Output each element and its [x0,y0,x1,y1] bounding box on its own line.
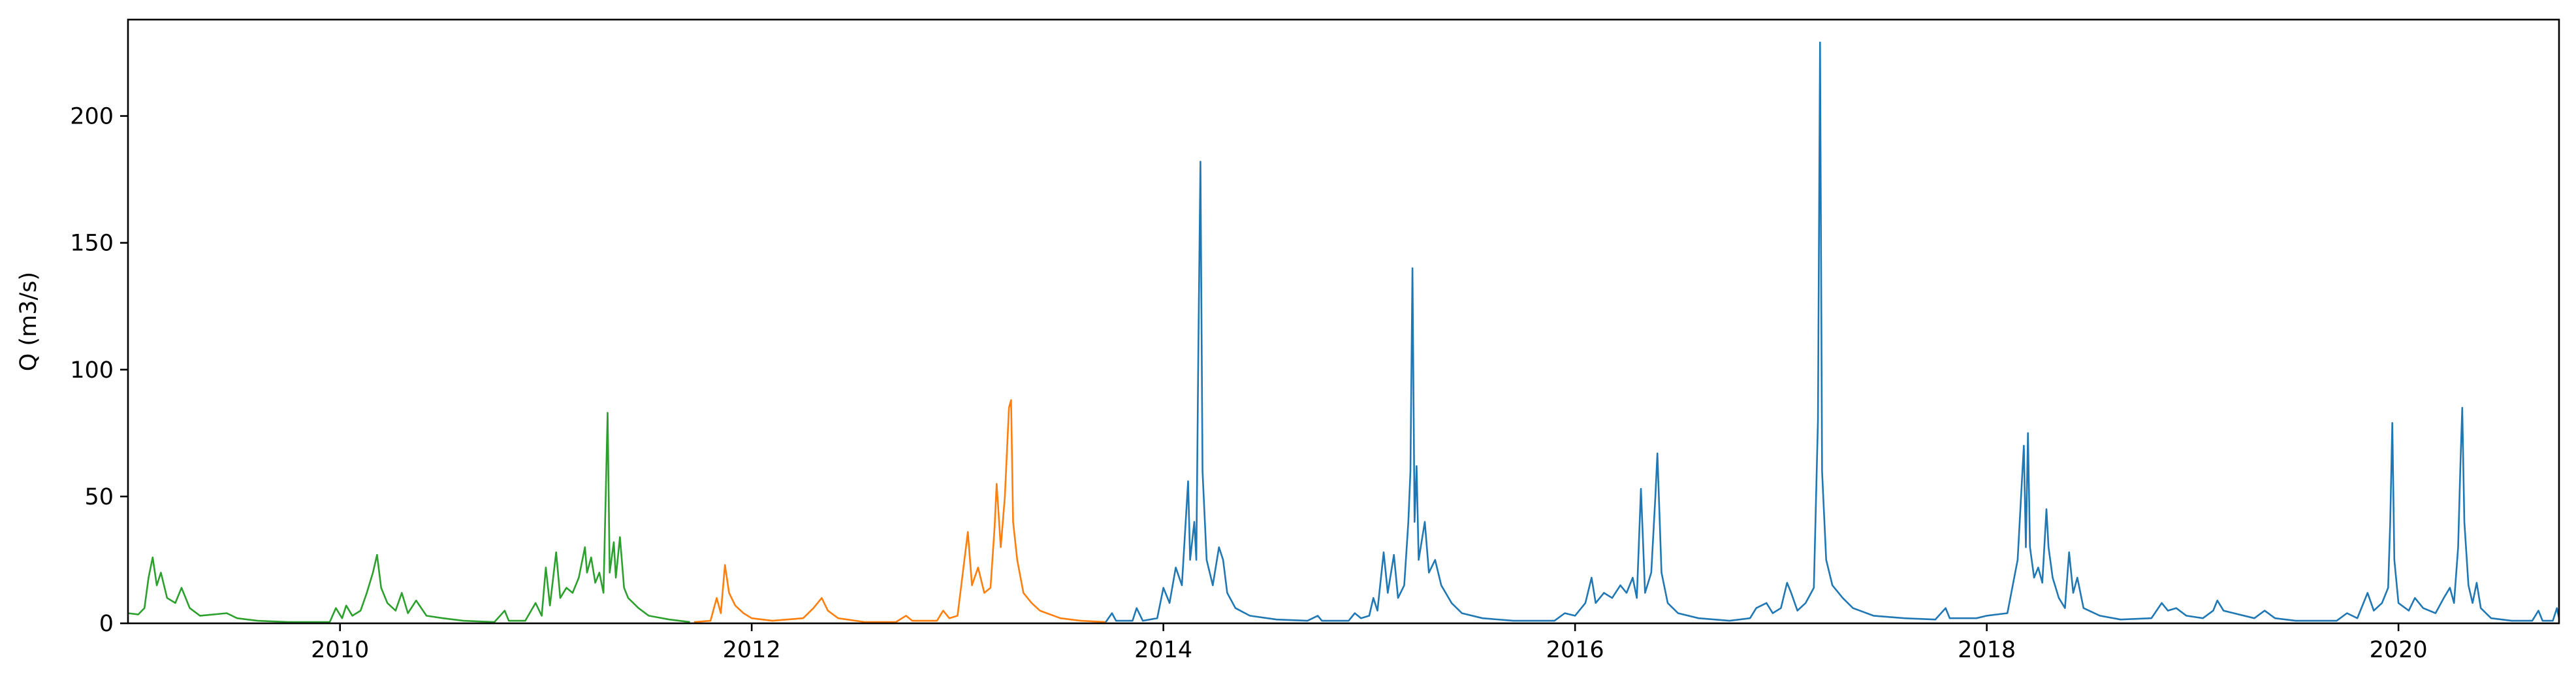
y-tick-label: 100 [70,357,114,384]
x-tick-label: 2012 [723,637,781,663]
y-axis-label: Q (m3/s) [16,272,42,371]
x-tick-label: 2020 [2370,637,2428,663]
x-tick-label: 2018 [1958,637,2016,663]
y-tick-label: 200 [70,104,114,130]
x-tick-label: 2010 [311,637,369,663]
y-tick-label: 150 [70,231,114,257]
y-tick-label: 50 [84,484,114,510]
y-tick-label: 0 [99,611,114,637]
axes-background [128,20,2559,623]
x-tick-label: 2016 [1546,637,1604,663]
plot-area [128,20,2559,623]
x-tick-label: 2014 [1134,637,1192,663]
